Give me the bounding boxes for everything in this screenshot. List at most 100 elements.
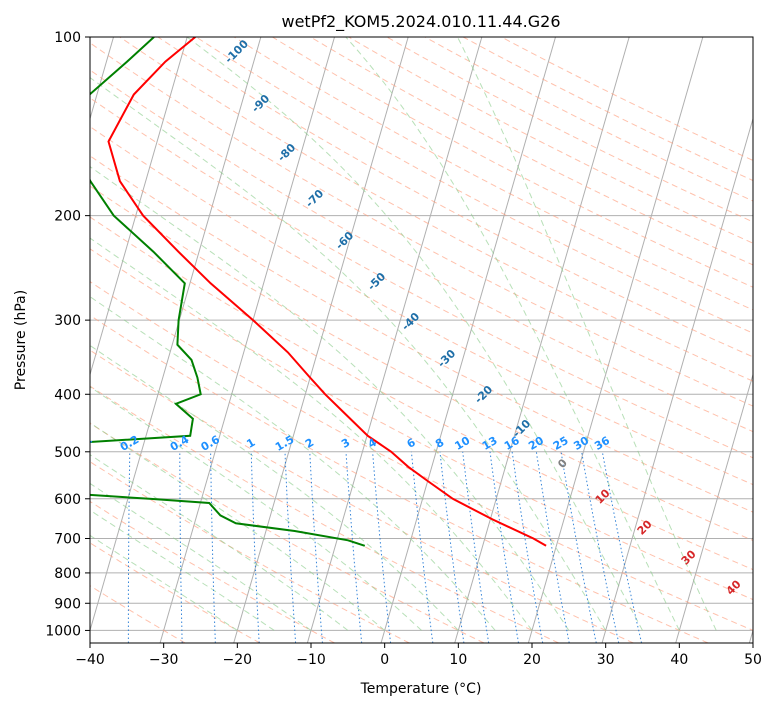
mixing-ratio-label: 36 [592,434,612,453]
mixing-ratio-line [372,451,392,643]
dry-adiabat [90,542,261,643]
mixing-ratio-line [560,451,597,643]
mixing-ratio-label: 13 [480,434,500,453]
moist-adiabat [345,37,680,631]
isotherm-gridline [90,37,262,633]
dry-adiabat [347,37,753,244]
x-tick-label: 0 [380,652,389,668]
mixing-ratio-line [284,451,297,643]
x-axis-title: Temperature (°C) [360,681,482,697]
dry-adiabat-label: 40 [724,577,744,597]
mixing-ratio-line [511,451,544,643]
mixing-ratio-label: 0.2 [118,433,141,454]
isotherm-gridline [90,37,188,377]
isotherm-gridline [601,116,753,643]
dry-adiabat-label: -60 [333,229,356,252]
dry-adiabat [90,185,753,541]
mixing-ratio-label: 0.6 [199,433,223,454]
dry-adiabat [195,37,753,334]
dry-adiabat [90,248,753,601]
mixing-ratio-line [410,451,434,643]
dry-adiabat-label: -20 [472,383,495,406]
x-tick-label: −10 [296,652,326,668]
moist-adiabat [90,482,312,631]
mixing-ratio-label: 3 [339,436,352,451]
moist-adiabat [90,76,607,631]
dry-adiabat [157,37,753,358]
y-axis-title: Pressure (hPa) [13,290,29,390]
y-tick-label: 900 [54,596,81,612]
dry-adiabat [90,97,753,459]
mixing-ratio-line [210,451,216,643]
dry-adiabat [90,216,753,571]
mixing-ratio-label: 2 [303,436,316,451]
y-tick-label: 200 [54,209,81,225]
dewpoint-line [90,37,366,547]
chart-title: wetPf2_KOM5.2024.010.11.44.G26 [281,12,560,32]
isotherm-gridline [233,37,409,643]
x-tick-label: 20 [523,652,541,668]
mixing-ratio-line [535,451,570,643]
isotherm-gridline [675,372,753,643]
dry-adiabat-label: 0 [555,456,570,471]
mixing-ratio-line [439,451,465,643]
dry-adiabat-label: -100 [222,37,251,66]
x-tick-label: 30 [597,652,615,668]
series-layer [90,37,547,547]
y-tick-label: 1000 [45,623,81,639]
isotherm-gridline [306,37,483,643]
dry-adiabat [90,314,709,643]
dry-adiabat [90,42,753,407]
plot-frame [89,36,754,644]
isotherm-gridline [159,37,336,643]
mixing-ratio-label: 8 [433,436,446,451]
mixing-ratio-label: 10 [453,434,473,453]
dry-adiabat-label: -80 [275,141,298,164]
dry-adiabat [90,125,753,486]
dry-adiabat [90,281,753,631]
isotherm-gridline [90,37,115,121]
dry-adiabat [90,461,410,643]
mixing-ratio-line [489,451,519,643]
mixing-ratio-line [345,451,363,643]
moist-adiabat [186,37,643,631]
dry-adiabat [233,37,753,311]
dry-adiabat [90,349,634,643]
isopleth-label-layer: -100-90-80-70-60-50-40-30-20-10010203040… [71,37,744,598]
mixing-ratio-line [462,451,490,643]
dry-adiabat [90,422,485,643]
isotherm-gridline [380,37,557,643]
dry-adiabat [118,37,753,382]
dry-adiabat [423,37,753,202]
dry-adiabat-label: -30 [435,347,458,370]
dry-adiabat [90,385,559,643]
mixing-ratio-label: 6 [405,436,418,451]
mixing-ratio-line [250,451,260,643]
mixing-ratio-label: 30 [571,434,591,453]
temperature-line [107,37,547,547]
mixing-ratio-label: 0.1 [71,433,94,454]
y-tick-label: 600 [54,492,81,508]
y-tick-label: 300 [54,313,81,329]
isotherm-gridline [527,37,704,643]
x-tick-label: −20 [223,652,253,668]
dry-adiabat [462,37,753,182]
dry-adiabat [500,37,753,162]
grid-layer [90,37,753,643]
x-tick-label: 10 [449,652,467,668]
x-tick-label: −40 [75,652,105,668]
dry-adiabat-label: -90 [249,92,272,115]
y-tick-label: 700 [54,532,81,548]
moist-adiabat [90,386,422,631]
mixing-ratio-label: 1 [244,436,257,451]
dry-adiabat-label: 30 [679,547,699,567]
mixing-ratio-line [601,451,642,643]
dry-adiabat-label: -50 [365,270,388,293]
y-tick-label: 500 [54,445,81,461]
x-tick-label: −30 [149,652,179,668]
isotherm-gridline [454,37,630,643]
moist-adiabat [90,534,238,631]
y-tick-label: 400 [54,387,81,403]
moist-adiabat [90,422,386,631]
